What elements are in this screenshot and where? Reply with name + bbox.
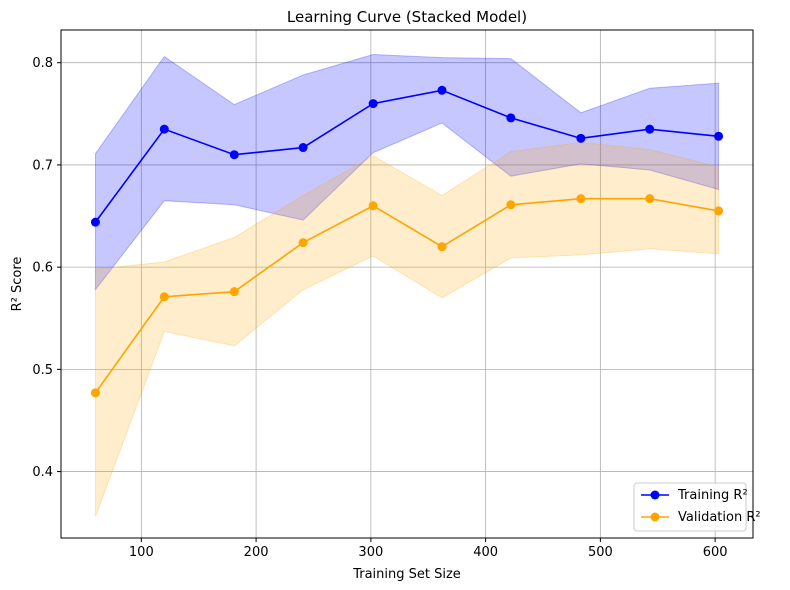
point-series-0	[576, 133, 586, 143]
confidence-bands	[94, 54, 720, 517]
chart-title: Learning Curve (Stacked Model)	[287, 8, 527, 26]
legend-training-label: Training R²	[677, 488, 748, 503]
point-series-1	[368, 201, 378, 211]
point-series-1	[506, 200, 516, 210]
x-tick-label: 500	[588, 545, 613, 560]
point-series-1	[576, 194, 586, 204]
legend-validation-marker	[650, 512, 660, 522]
point-series-0	[645, 124, 655, 134]
point-series-0	[298, 143, 308, 153]
point-series-1	[298, 238, 308, 248]
line-series-1	[94, 197, 719, 394]
point-series-0	[368, 99, 378, 109]
x-axis-label: Training Set Size	[352, 567, 461, 582]
point-series-0	[437, 85, 447, 95]
point-series-1	[714, 206, 724, 216]
line-series-0	[94, 89, 719, 223]
point-series-0	[714, 131, 724, 141]
point-series-0	[506, 113, 516, 123]
band-series-0	[94, 54, 720, 292]
legend: Training R² Validation R²	[633, 482, 761, 532]
y-tick-label: 0.6	[32, 261, 53, 276]
legend-training-marker	[650, 490, 660, 500]
y-tick-label: 0.4	[32, 465, 53, 480]
y-axis-label: R² Score	[10, 257, 25, 312]
x-tick-label: 600	[703, 545, 728, 560]
x-tick-label: 200	[244, 545, 269, 560]
y-tick-label: 0.7	[32, 158, 53, 173]
x-tick-label: 400	[473, 545, 498, 560]
point-series-1	[437, 242, 447, 252]
point-series-0	[159, 124, 169, 134]
axis-ticks: 100 200 300 400 500 600 0.4 0.5 0.6 0.7 0.8	[32, 56, 727, 560]
point-series-1	[645, 194, 655, 204]
point-series-0	[90, 217, 100, 227]
band-series-1	[94, 141, 720, 517]
series-lines	[94, 89, 719, 394]
legend-validation-label: Validation R²	[678, 510, 761, 525]
y-tick-label: 0.8	[32, 56, 53, 71]
grid-lines	[61, 30, 753, 538]
data-points	[90, 85, 724, 398]
y-tick-label: 0.5	[32, 363, 53, 378]
point-series-1	[229, 287, 239, 297]
plot-area-frame	[60, 29, 754, 539]
x-tick-label: 100	[129, 545, 154, 560]
point-series-1	[90, 388, 100, 398]
x-tick-label: 300	[358, 545, 383, 560]
point-series-0	[229, 150, 239, 160]
point-series-1	[159, 292, 169, 302]
